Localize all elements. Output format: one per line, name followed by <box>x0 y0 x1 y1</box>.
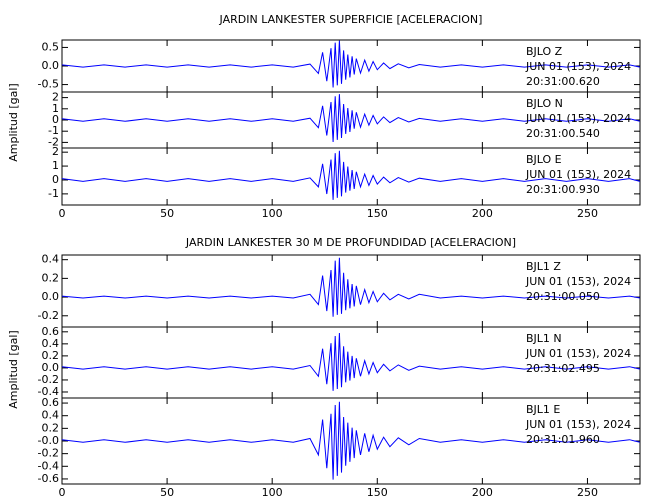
y-tick-label: 0.2 <box>42 421 60 434</box>
y-tick-label: -0.2 <box>38 373 59 386</box>
trace-label: BJLO E <box>526 153 562 166</box>
trace-label: JUN 01 (153), 2024 <box>525 60 631 73</box>
y-tick-label: 0.0 <box>42 290 60 303</box>
y-axis-label: Amplitud [gal] <box>7 83 20 161</box>
chart-title: JARDIN LANKESTER 30 M DE PROFUNDIDAD [AC… <box>185 236 516 249</box>
y-tick-label: 0 <box>52 113 59 126</box>
y-tick-label: 2 <box>52 145 59 158</box>
y-tick-label: 2 <box>52 91 59 104</box>
panel-frame <box>61 147 641 206</box>
y-tick-label: 0.6 <box>42 396 60 409</box>
y-tick-label: 0.4 <box>42 253 60 266</box>
y-tick-label: 0.0 <box>42 59 60 72</box>
y-tick-label: 1 <box>52 159 59 172</box>
y-tick-label: 0.6 <box>42 325 60 338</box>
y-tick-label: -0.2 <box>38 309 59 322</box>
x-tick-label: 100 <box>262 207 283 220</box>
y-tick-label: -0.4 <box>38 385 59 398</box>
y-tick-label: -0.6 <box>38 472 59 485</box>
trace-label: JUN 01 (153), 2024 <box>525 418 631 431</box>
trace <box>61 150 641 200</box>
x-tick-label: 250 <box>577 486 598 499</box>
trace-label: JUN 01 (153), 2024 <box>525 347 631 360</box>
trace-label: 20:31:02.495 <box>526 362 600 375</box>
y-tick-label: 0.4 <box>42 337 60 350</box>
trace-label: BJL1 N <box>526 332 562 345</box>
y-tick-label: 0.0 <box>42 361 60 374</box>
y-tick-label: 0.2 <box>42 349 60 362</box>
trace-label: 20:31:01.960 <box>526 433 600 446</box>
y-axis-label: Amplitud [gal] <box>7 330 20 408</box>
x-tick-label: 50 <box>160 207 174 220</box>
trace <box>61 332 641 391</box>
trace-label: BJLO N <box>526 97 563 110</box>
trace-label: 20:31:00.540 <box>526 127 600 140</box>
x-tick-label: 250 <box>577 207 598 220</box>
x-tick-label: 50 <box>160 486 174 499</box>
trace-label: BJLO Z <box>526 45 563 58</box>
trace-label: BJL1 E <box>526 403 560 416</box>
trace-label: JUN 01 (153), 2024 <box>525 112 631 125</box>
x-tick-label: 200 <box>472 207 493 220</box>
y-tick-label: 0.2 <box>42 271 60 284</box>
trace <box>61 94 641 143</box>
y-tick-label: 0.5 <box>42 40 60 53</box>
y-tick-label: 0 <box>52 173 59 186</box>
trace-label: BJL1 Z <box>526 260 561 273</box>
trace-label: 20:31:00.620 <box>526 75 600 88</box>
x-tick-label: 150 <box>367 486 388 499</box>
y-tick-label: -0.2 <box>38 447 59 460</box>
trace <box>61 257 641 317</box>
x-tick-label: 150 <box>367 207 388 220</box>
y-tick-label: -0.4 <box>38 459 59 472</box>
x-tick-label: 100 <box>262 486 283 499</box>
y-tick-label: -1 <box>48 187 59 200</box>
x-tick-label: 200 <box>472 486 493 499</box>
y-tick-label: 0.4 <box>42 409 60 422</box>
x-tick-label: 0 <box>59 207 66 220</box>
y-tick-label: -2 <box>48 135 59 148</box>
trace-label: 20:31:00.930 <box>526 183 600 196</box>
trace-label: JUN 01 (153), 2024 <box>525 168 631 181</box>
trace <box>61 40 641 88</box>
trace-label: 20:31:00.050 <box>526 290 600 303</box>
chart-title: JARDIN LANKESTER SUPERFICIE [ACELERACION… <box>219 13 483 26</box>
y-tick-label: -0.5 <box>38 78 59 91</box>
trace-label: JUN 01 (153), 2024 <box>525 275 631 288</box>
y-tick-label: -1 <box>48 124 59 137</box>
x-tick-label: 0 <box>59 486 66 499</box>
y-tick-label: 1 <box>52 102 59 115</box>
trace <box>61 401 641 480</box>
y-tick-label: -0.0 <box>38 434 59 447</box>
